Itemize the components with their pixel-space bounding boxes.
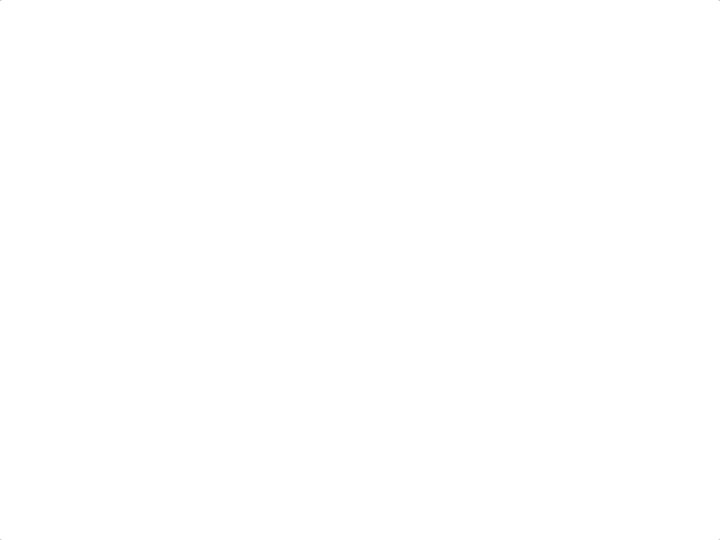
Bar: [124, 257, 302, 296]
Bar: [124, 412, 302, 438]
Bar: [124, 348, 302, 374]
Text: Latino: Latino: [130, 354, 174, 368]
Bar: [469, 231, 631, 257]
Text: SJV: SJV: [476, 237, 505, 252]
Text: ^Avoidable hospitalizations for African American only: ^Avoidable hospitalizations for African …: [124, 470, 404, 480]
Text: Race/Ethnicity and Health
Outcomes: Race/Ethnicity and Health Outcomes: [129, 85, 525, 148]
Text: 41.39: 41.39: [309, 380, 348, 393]
Bar: [124, 322, 302, 335]
Bar: [302, 257, 469, 296]
Bar: [302, 231, 469, 257]
Bar: [469, 399, 631, 412]
Bar: [124, 374, 302, 399]
Text: 70.60: 70.60: [309, 444, 348, 458]
Text: 207.35: 207.35: [476, 418, 524, 432]
Bar: [469, 335, 631, 348]
Bar: [302, 399, 469, 412]
Text: Avoidable Hospitalizations
 (per 10,000): Avoidable Hospitalizations (per 10,000): [476, 262, 640, 291]
Bar: [302, 412, 469, 438]
Bar: [302, 374, 469, 399]
Bar: [469, 322, 631, 335]
Text: 42.47: 42.47: [309, 302, 348, 316]
Text: 43.39: 43.39: [309, 354, 348, 368]
Text: African American/Asian: African American/Asian: [130, 444, 292, 458]
Bar: [124, 399, 302, 412]
Bar: [124, 335, 302, 348]
Bar: [302, 296, 469, 322]
Text: 57.69: 57.69: [476, 380, 516, 393]
Text: 61.47: 61.47: [309, 418, 348, 432]
Bar: [302, 348, 469, 374]
Text: White: White: [130, 418, 171, 432]
Text: All: All: [130, 302, 148, 316]
Bar: [469, 374, 631, 399]
Text: 210.30^: 210.30^: [476, 444, 536, 458]
Text: SJV: SJV: [309, 237, 337, 252]
Text: Non-Latino: Non-Latino: [130, 380, 206, 393]
Bar: [469, 296, 631, 322]
Bar: [124, 296, 302, 322]
Bar: [469, 438, 631, 464]
Bar: [124, 231, 302, 257]
Bar: [469, 257, 631, 296]
Text: 154.28: 154.28: [476, 302, 524, 316]
Bar: [124, 438, 302, 464]
Bar: [302, 438, 469, 464]
Bar: [302, 322, 469, 335]
Bar: [302, 335, 469, 348]
Text: 317.50: 317.50: [476, 354, 524, 368]
Bar: [469, 348, 631, 374]
Bar: [469, 412, 631, 438]
Text: YPLL
(per 1,000): YPLL (per 1,000): [309, 262, 379, 291]
